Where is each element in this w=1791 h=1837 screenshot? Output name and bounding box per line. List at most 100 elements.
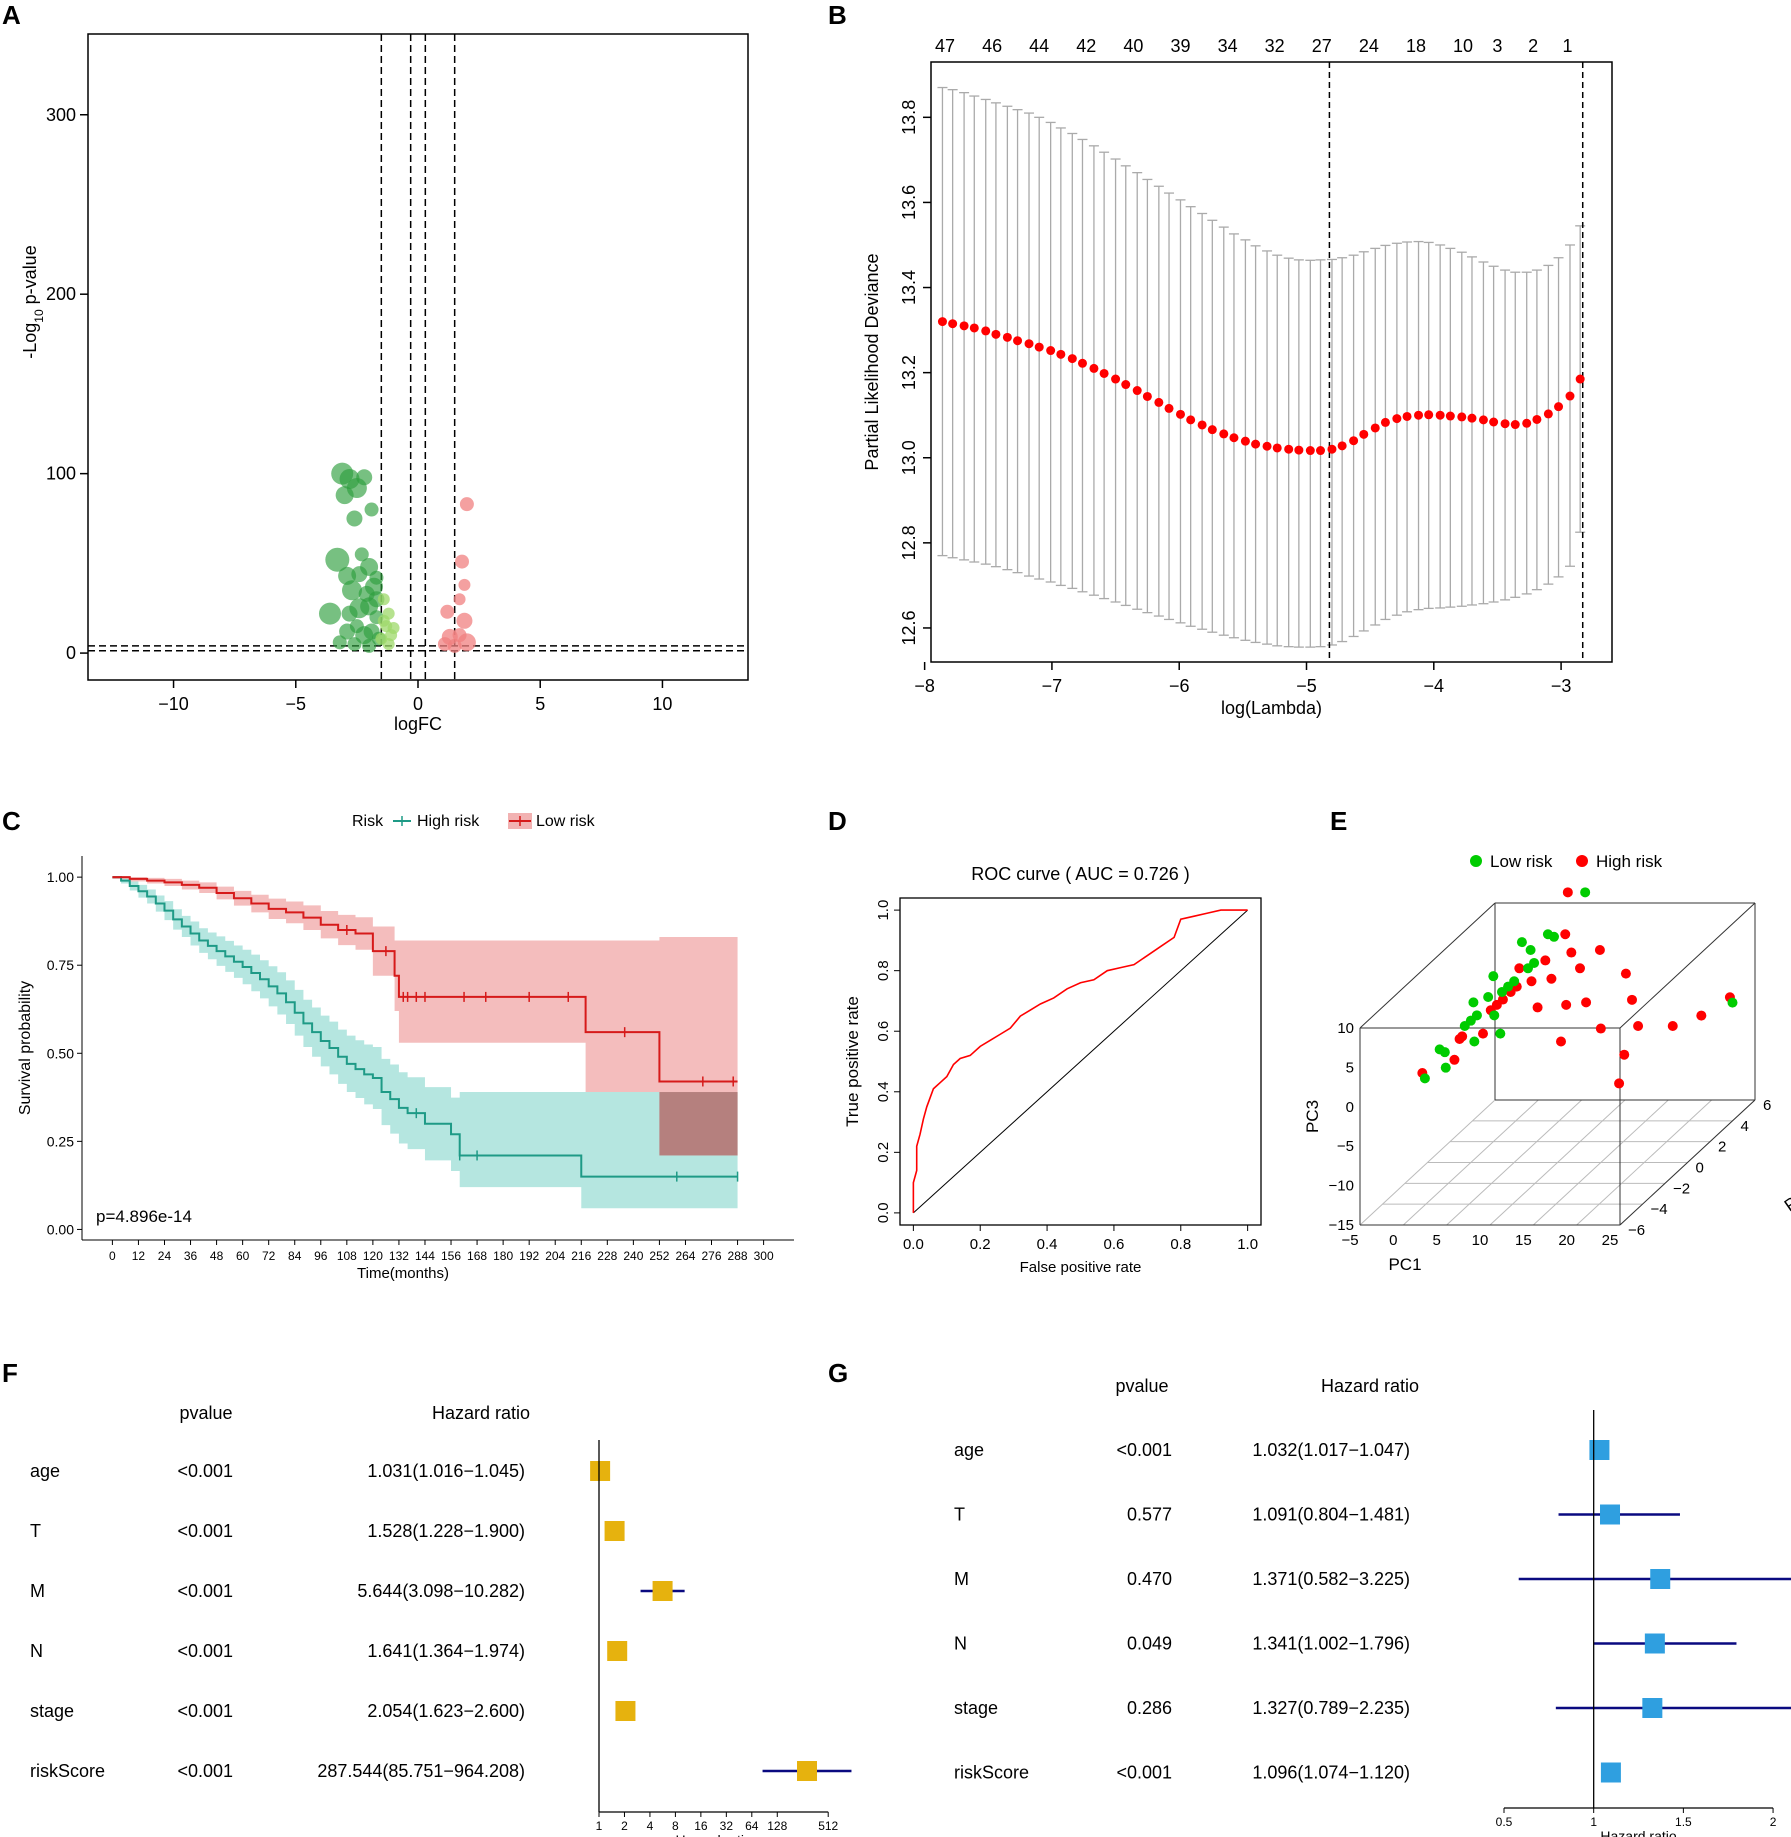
x-tick-label: −3 (1551, 676, 1572, 696)
down-gene-point (319, 602, 341, 625)
panel-label-e: E (1330, 806, 1348, 836)
high-risk-point (1562, 887, 1573, 898)
deviance-point (1337, 441, 1347, 451)
y-tick-label: 0.00 (47, 1221, 74, 1237)
deviance-point (1013, 336, 1023, 346)
deviance-point (1229, 433, 1239, 443)
y-axis-label: Survival probability (17, 981, 34, 1115)
up-gene-point (456, 612, 473, 629)
high-risk-point (1627, 994, 1637, 1005)
top-count-label: 3 (1492, 36, 1502, 56)
low-risk-point (1434, 1044, 1445, 1055)
y-axis-label: True positive rate (843, 996, 862, 1127)
high-risk-point (1696, 1010, 1707, 1021)
deviance-point (1219, 429, 1229, 439)
plot-frame (899, 897, 1262, 1226)
low-risk-point (1516, 937, 1527, 948)
pc1-tick-label: −5 (1341, 1232, 1358, 1249)
pc1-tick-label: 20 (1558, 1232, 1575, 1249)
x-tick-label: 132 (389, 1249, 409, 1263)
pc2-tick-label: 4 (1741, 1118, 1749, 1135)
forest-plot-multivariate: pvalue Hazard ratio age <0.001 1.032(1.017−1… (954, 1376, 1791, 1837)
deviance-point (1240, 436, 1250, 446)
deviance-point (1478, 415, 1488, 425)
down-gene-point (354, 547, 369, 562)
deviance-point (1380, 417, 1390, 427)
low-risk-point (1469, 1036, 1480, 1047)
high-risk-point (1540, 955, 1551, 966)
row-hazard-ratio: 1.341(1.002−1.796) (1252, 1634, 1410, 1654)
x-tick-label: 10 (652, 694, 672, 714)
row-name: M (30, 1581, 45, 1601)
row-pvalue: <0.001 (1116, 1440, 1172, 1460)
deviance-point (1024, 339, 1034, 349)
top-count-label: 27 (1312, 36, 1332, 56)
high-risk-point (1532, 1002, 1543, 1013)
pc2-axis-label: PC2 (1781, 1181, 1791, 1216)
pca-3d-plot: −5 0 5 10 15 20 25−15−10−50510−6−4−20246PC1PC2… (1303, 852, 1791, 1274)
deviance-point (981, 326, 991, 336)
x-tick-label: 0.2 (970, 1236, 991, 1253)
x-tick-label: 144 (415, 1249, 435, 1263)
x-tick-label: 16 (694, 1819, 708, 1833)
x-tick-label: 180 (493, 1249, 513, 1263)
high-risk-point (1561, 999, 1572, 1010)
row-hazard-ratio: 1.096(1.074−1.120) (1252, 1763, 1410, 1783)
x-tick-label: 156 (441, 1249, 461, 1263)
down-gene-point-light (377, 614, 390, 627)
row-name: T (954, 1505, 965, 1525)
high-risk-point (1581, 997, 1592, 1008)
x-tick-label: −5 (286, 694, 307, 714)
row-hazard-ratio: 1.032(1.017−1.047) (1252, 1440, 1410, 1460)
x-tick-label: 4 (647, 1819, 654, 1833)
deviance-point (1522, 418, 1532, 428)
up-gene-point (458, 578, 471, 591)
pc2-tick-label: 6 (1763, 1097, 1771, 1114)
up-gene-point (459, 497, 474, 512)
x-tick-label: 2 (1770, 1815, 1777, 1829)
legend-low-risk-label: Low risk (1490, 852, 1553, 871)
chart-title: ROC curve ( AUC = 0.726 ) (971, 864, 1190, 884)
x-axis-label: Hazard ratio (675, 1832, 751, 1837)
row-hazard-ratio: 1.327(0.789−2.235) (1252, 1698, 1410, 1718)
hazard-ratio-marker (615, 1701, 636, 1721)
legend-title: Risk (352, 813, 384, 830)
y-tick-label: 12.6 (899, 610, 919, 645)
high-risk-point (1560, 929, 1571, 940)
row-pvalue: <0.001 (177, 1641, 233, 1661)
deviance-point (1262, 441, 1272, 451)
ci-overlap-region (659, 1092, 738, 1156)
deviance-point (1359, 429, 1369, 439)
x-tick-label: 264 (675, 1249, 695, 1263)
high-risk-point (1546, 973, 1557, 984)
y-tick-label: 300 (46, 105, 76, 125)
high-risk-point (1614, 1078, 1625, 1089)
floor-grid-line (1402, 1099, 1539, 1226)
pc1-tick-label: 10 (1472, 1232, 1489, 1249)
deviance-point (1099, 368, 1109, 378)
pvalue-label: p=4.896e-14 (96, 1207, 192, 1226)
y-tick-label: 13.2 (899, 355, 919, 390)
hazard-ratio-marker (604, 1521, 625, 1541)
top-count-label: 24 (1359, 36, 1379, 56)
top-count-label: 34 (1218, 36, 1238, 56)
roc-curve-plot: 0.0 0.2 0.4 0.6 0.8 1.0 0.0 0.2 0.4 0.6 0.8 1.0 ROC … (843, 864, 1262, 1276)
row-name: N (30, 1641, 43, 1661)
deviance-point (1034, 342, 1044, 352)
x-tick-label: 1.5 (1675, 1815, 1692, 1829)
y-tick-label: 0.2 (875, 1142, 892, 1163)
row-hazard-ratio: 2.054(1.623−2.600) (367, 1701, 525, 1721)
deviance-point (1414, 410, 1424, 420)
pc3-tick-label: −5 (1337, 1138, 1354, 1155)
x-tick-label: −10 (158, 694, 189, 714)
x-tick-label: 32 (720, 1819, 734, 1833)
high-risk-point (1526, 976, 1537, 987)
x-tick-label: 48 (210, 1249, 224, 1263)
row-hazard-ratio: 5.644(3.098−10.282) (357, 1581, 525, 1601)
legend-high-risk-label: High risk (417, 813, 480, 830)
x-tick-label: 24 (158, 1249, 172, 1263)
x-tick-label: 72 (262, 1249, 276, 1263)
deviance-point (1305, 446, 1315, 456)
high-risk-point (1594, 945, 1605, 956)
x-tick-label: 0 (109, 1249, 116, 1263)
